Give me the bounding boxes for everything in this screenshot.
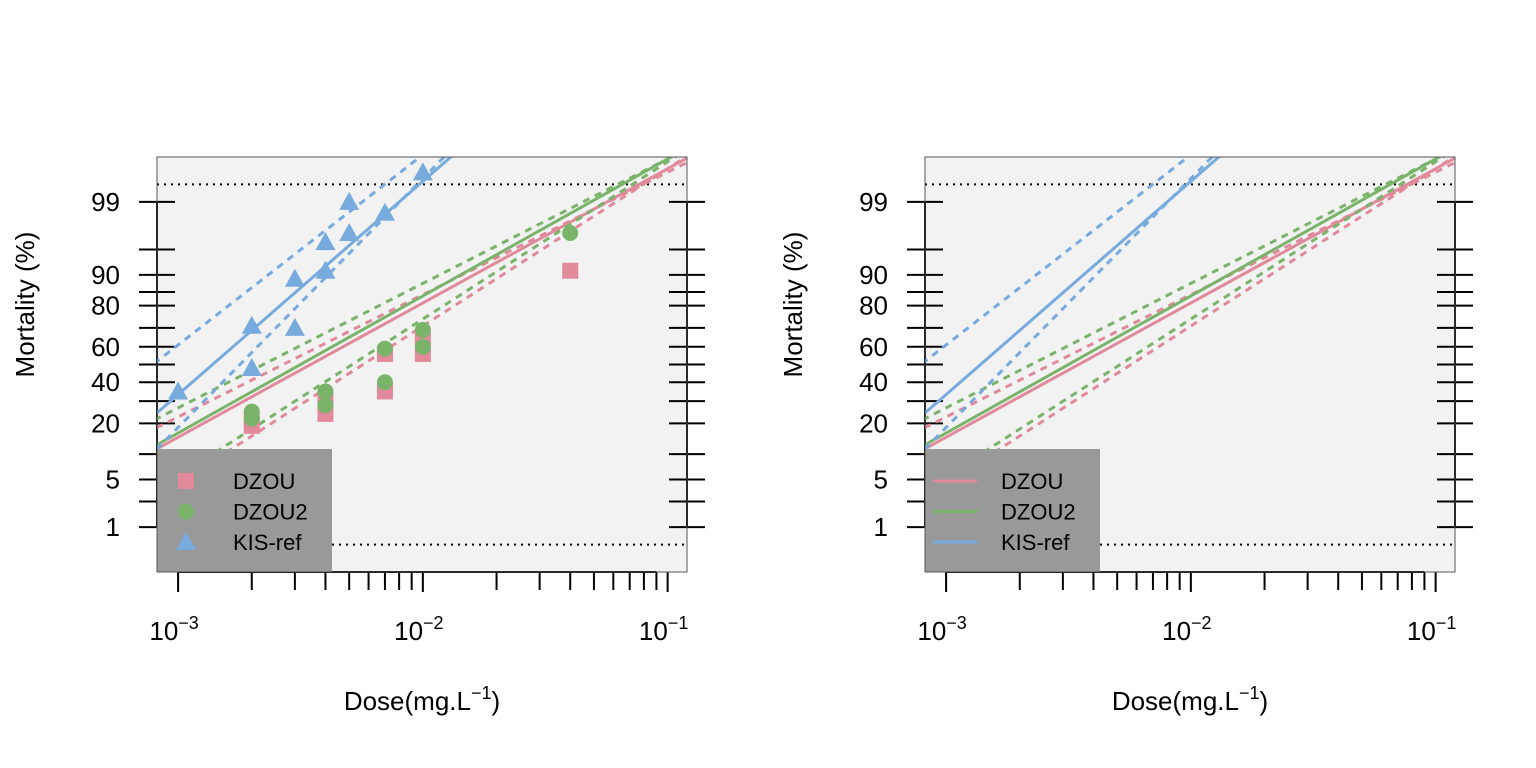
legend-key-dzou bbox=[178, 473, 194, 489]
y-tick-label: 99 bbox=[859, 187, 888, 217]
kis-ref-fit-line bbox=[157, 157, 454, 415]
kis-ref-ci-lower-line bbox=[157, 157, 447, 452]
series-layer bbox=[925, 157, 1455, 499]
plot-frame bbox=[156, 156, 688, 573]
kis-ref-data-point bbox=[241, 315, 262, 334]
y-tick-label: 40 bbox=[859, 367, 888, 397]
dzou2-fit-line bbox=[925, 157, 1443, 447]
legend: DZOU DZOU2 KIS-ref bbox=[157, 449, 332, 572]
dzou2-data-point bbox=[317, 397, 334, 414]
y-tick-label: 1 bbox=[874, 512, 888, 542]
kis-ref-fit-line bbox=[925, 157, 1222, 415]
legend: DZOU DZOU2 KIS-ref bbox=[925, 449, 1100, 572]
dzou2-data-point bbox=[376, 374, 393, 391]
y-tick-label: 5 bbox=[874, 465, 888, 495]
legend-key-kis-ref bbox=[176, 532, 196, 550]
legend-key-dzou2 bbox=[178, 503, 194, 520]
dzou2-fit-line bbox=[157, 157, 675, 447]
legend-label-dzou: DZOU bbox=[1001, 469, 1063, 494]
kis-ref-data-point bbox=[412, 162, 433, 181]
x-tick-label: 10−3 bbox=[917, 613, 966, 646]
y-tick-label: 90 bbox=[859, 260, 888, 290]
dzou2-data-point bbox=[376, 340, 393, 357]
y-tick-label: 20 bbox=[91, 408, 120, 438]
dzou2-data-point bbox=[562, 224, 579, 241]
legend-label-dzou2: DZOU2 bbox=[1001, 500, 1076, 525]
dzou2-data-point bbox=[414, 338, 431, 355]
x-tick-label: 10−3 bbox=[149, 613, 198, 646]
kis-ref-data-point bbox=[168, 381, 189, 400]
y-tick-label: 80 bbox=[91, 291, 120, 321]
kis-ref-ci-lower-line bbox=[925, 157, 1215, 452]
dzou2-ci-upper-line bbox=[925, 157, 1443, 421]
y-tick-label: 80 bbox=[859, 291, 888, 321]
dzou-data-point bbox=[562, 262, 579, 279]
kis-ref-data-point bbox=[374, 202, 395, 221]
dzou-ci-lower-line bbox=[925, 157, 1455, 499]
legend-label-kis-ref: KIS-ref bbox=[233, 530, 302, 555]
y-axis-title: Mortality (%) bbox=[10, 232, 40, 378]
kis-ref-data-point bbox=[315, 232, 336, 251]
kis-ref-data-point bbox=[339, 222, 360, 241]
dzou2-ci-upper-line bbox=[157, 157, 675, 421]
dzou2-ci-lower-line bbox=[157, 157, 678, 492]
y-axis-title: Mortality (%) bbox=[778, 232, 808, 378]
y-tick-label: 99 bbox=[91, 187, 120, 217]
x-tick-label: 10−1 bbox=[1407, 613, 1456, 646]
kis-ref-data-point bbox=[339, 191, 360, 210]
y-tick-label: 1 bbox=[106, 512, 120, 542]
dzou2-ci-lower-line bbox=[925, 157, 1446, 492]
plot-frame bbox=[924, 156, 1456, 573]
x-tick-label: 10−2 bbox=[394, 613, 443, 646]
legend-label-dzou2: DZOU2 bbox=[233, 500, 308, 525]
y-tick-label: 40 bbox=[91, 367, 120, 397]
kis-ref-data-point bbox=[284, 268, 305, 287]
legend-label-dzou: DZOU bbox=[233, 469, 295, 494]
legend-label-kis-ref: KIS-ref bbox=[1001, 530, 1070, 555]
kis-ref-data-point bbox=[284, 317, 305, 336]
dzou2-data-point bbox=[243, 403, 260, 420]
dzou2-data-point bbox=[414, 321, 431, 338]
x-axis-title: Dose(mg.L−1) bbox=[1112, 683, 1268, 716]
kis-ref-data-point bbox=[241, 358, 262, 377]
kis-ref-data-point bbox=[315, 260, 336, 279]
x-tick-label: 10−1 bbox=[639, 613, 688, 646]
x-tick-label: 10−2 bbox=[1162, 613, 1211, 646]
dzou-ci-upper-line bbox=[157, 160, 687, 430]
dzou-ci-upper-line bbox=[925, 160, 1455, 430]
dzou-ci-lower-line bbox=[157, 157, 687, 499]
dzou-fit-line bbox=[157, 157, 687, 451]
y-tick-label: 20 bbox=[859, 408, 888, 438]
y-tick-label: 60 bbox=[91, 332, 120, 362]
dzou-fit-line bbox=[925, 157, 1455, 451]
y-tick-label: 60 bbox=[859, 332, 888, 362]
series-layer bbox=[157, 157, 687, 499]
y-tick-label: 90 bbox=[91, 260, 120, 290]
dzou2-data-point bbox=[317, 383, 334, 400]
x-axis-title: Dose(mg.L−1) bbox=[344, 683, 500, 716]
y-tick-label: 5 bbox=[106, 465, 120, 495]
